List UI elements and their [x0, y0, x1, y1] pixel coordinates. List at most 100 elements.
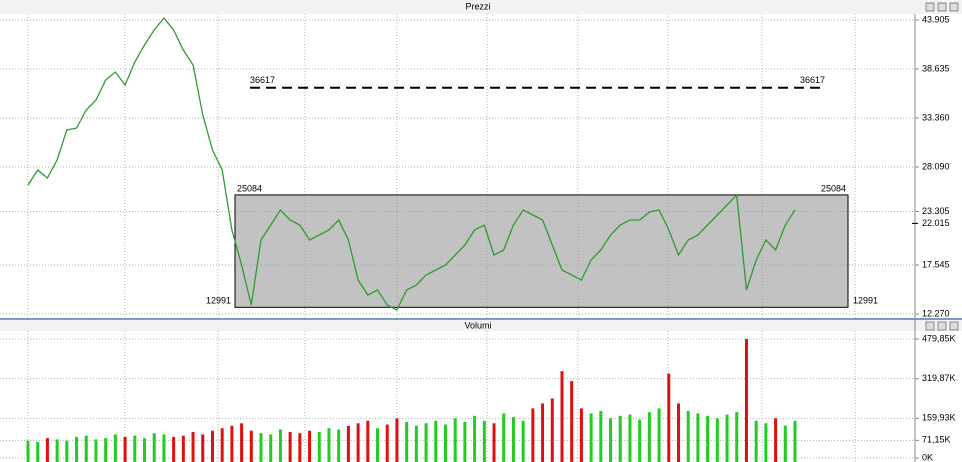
volume-bar	[638, 419, 642, 462]
panel-header	[0, 0, 962, 14]
volume-bar	[376, 428, 380, 462]
level-label: 36617	[250, 75, 275, 85]
volume-bar	[220, 428, 224, 462]
y-tick-label: 12.270	[922, 308, 950, 318]
volume-bar	[434, 420, 438, 462]
volume-bar	[385, 424, 389, 462]
volume-bar	[172, 436, 176, 462]
volume-bar	[113, 434, 117, 462]
volume-bar	[589, 413, 593, 462]
volume-bar	[65, 440, 69, 462]
volume-bar	[191, 431, 195, 462]
y-tick-label: 33.360	[922, 112, 950, 122]
volume-bar	[647, 412, 651, 462]
price-line	[27, 16, 796, 311]
volume-bar	[298, 433, 302, 462]
volume-bar	[521, 420, 525, 462]
volume-bar	[424, 423, 428, 462]
y-tick-label: 28.090	[922, 161, 950, 171]
volume-bar	[502, 413, 506, 462]
minimize-button[interactable]	[925, 2, 935, 12]
volume-bar	[599, 410, 603, 462]
y-tick-label: 159,93K	[922, 413, 956, 423]
window-buttons[interactable]	[925, 2, 959, 331]
volume-bar	[511, 417, 515, 462]
volume-bar	[143, 438, 147, 462]
volume-bar	[210, 430, 214, 462]
maximize-button[interactable]	[937, 2, 947, 12]
range-label: 12991	[206, 296, 231, 306]
volume-bar	[26, 440, 30, 462]
maximize-button[interactable]	[937, 321, 947, 331]
panel-title: Prezzi	[465, 1, 490, 11]
volume-bar	[288, 431, 292, 462]
volume-bar	[269, 434, 273, 462]
volume-bar	[783, 425, 787, 462]
close-button[interactable]	[949, 2, 959, 12]
range-label: 25084	[821, 183, 846, 193]
volume-bar	[560, 371, 564, 462]
volume-bar	[531, 408, 535, 462]
volume-bar	[181, 435, 185, 462]
volume-bar	[337, 429, 341, 462]
volume-bar	[327, 428, 331, 462]
volume-bar	[395, 418, 399, 462]
panel-title: Volumi	[464, 320, 491, 330]
volume-bar	[356, 423, 360, 462]
volume-bar	[579, 408, 583, 462]
volume-bar	[55, 439, 59, 462]
volume-bar	[278, 429, 282, 462]
level-label: 36617	[800, 75, 825, 85]
volume-bar	[696, 413, 700, 462]
range-label: 12991	[853, 296, 878, 306]
volume-bar	[667, 373, 671, 462]
range-box	[234, 194, 849, 308]
volume-bar	[366, 420, 370, 462]
volume-bar	[774, 418, 778, 462]
volume-bar	[492, 423, 496, 462]
volume-bar	[482, 420, 486, 462]
minimize-button[interactable]	[925, 321, 935, 331]
volume-bar	[405, 422, 409, 462]
volume-bar	[744, 338, 748, 462]
volume-bar	[764, 423, 768, 462]
volume-bar	[609, 418, 613, 462]
volume-bar	[259, 433, 263, 462]
volume-bar	[94, 439, 98, 462]
volume-bar	[317, 431, 321, 462]
volume-bar	[104, 438, 108, 462]
volume-bar	[657, 408, 661, 462]
volume-bar	[45, 438, 49, 462]
volume-bar	[735, 412, 739, 462]
volume-bar	[308, 430, 312, 462]
volume-bar	[676, 403, 680, 462]
volume-bar	[240, 423, 244, 462]
volume-bar	[230, 425, 234, 462]
volume-bar	[793, 420, 797, 462]
y-tick-label: 17.545	[922, 259, 950, 269]
volume-bar	[152, 433, 156, 462]
y-tick-label: 479,85K	[922, 333, 956, 343]
volume-bar	[463, 422, 467, 462]
volume-bar	[346, 425, 350, 462]
last-value-label: 22.015	[922, 218, 950, 228]
y-tick-label: 319,87K	[922, 373, 956, 383]
y-tick-label: 0K	[922, 452, 933, 462]
volume-bar	[618, 415, 622, 462]
volume-bar	[706, 415, 710, 462]
volume-bar	[443, 424, 447, 462]
volume-bar	[725, 414, 729, 462]
volume-bar	[541, 403, 545, 462]
volume-bar	[75, 436, 79, 462]
y-tick-label: 23.305	[922, 206, 950, 216]
volume-bar	[550, 398, 554, 462]
y-tick-label: 38.635	[922, 63, 950, 73]
volume-bar	[686, 410, 690, 462]
close-button[interactable]	[949, 321, 959, 331]
panel-header	[0, 320, 962, 331]
volume-bar	[414, 425, 418, 462]
volume-bar	[754, 420, 758, 462]
volume-bar	[162, 434, 166, 462]
volume-bar	[628, 414, 632, 462]
